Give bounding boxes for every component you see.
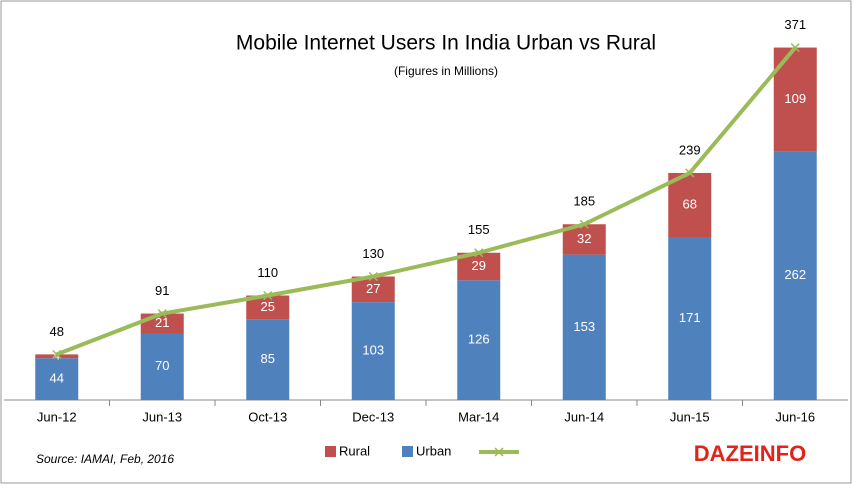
- total-label: 91: [155, 283, 169, 298]
- line-marker: [157, 309, 167, 319]
- x-tick-label: Jun-15: [670, 409, 710, 424]
- total-label: 371: [784, 17, 806, 32]
- total-label: 239: [679, 142, 701, 157]
- value-label: 109: [784, 91, 806, 106]
- total-label: 155: [468, 222, 490, 237]
- line-marker: [790, 43, 800, 53]
- line-marker: [52, 349, 62, 359]
- value-label: 85: [261, 351, 275, 366]
- value-label: 68: [683, 197, 697, 212]
- x-tick-label: Jun-12: [37, 409, 77, 424]
- x-tick-label: Oct-13: [248, 409, 287, 424]
- line-marker: [368, 271, 378, 282]
- x-tick-label: Dec-13: [352, 409, 394, 424]
- legend-swatch: [325, 446, 336, 457]
- value-label: 70: [155, 358, 169, 373]
- line-marker: [685, 168, 695, 178]
- value-label: 29: [472, 258, 486, 273]
- bar-segment: [35, 354, 79, 359]
- bar-segment: [668, 237, 712, 400]
- total-label: 48: [50, 324, 64, 339]
- x-tick-label: Jun-14: [564, 409, 604, 424]
- chart-title: Mobile Internet Users In India Urban vs …: [236, 32, 656, 55]
- chart-subtitle: (Figures in Millions): [394, 64, 498, 78]
- bar-segment: [246, 295, 290, 320]
- value-label: 126: [468, 332, 490, 347]
- bar-segment: [457, 280, 501, 400]
- value-label: 27: [366, 281, 380, 296]
- value-label: 103: [362, 343, 384, 358]
- bar-segment: [562, 254, 606, 400]
- value-label: 171: [679, 310, 701, 325]
- bar-segment: [773, 151, 817, 400]
- source-note: Source: IAMAI, Feb, 2016: [36, 452, 174, 466]
- legend-label: Urban: [416, 443, 451, 458]
- bar-segment: [35, 358, 79, 400]
- legend-swatch: [402, 446, 413, 457]
- bar-segment: [351, 302, 395, 400]
- value-label: 25: [261, 299, 275, 314]
- value-label: 21: [155, 315, 169, 330]
- value-label: 44: [50, 371, 64, 386]
- bar-segment: [246, 319, 290, 400]
- total-label: 130: [362, 246, 384, 261]
- total-line: [56, 46, 797, 357]
- value-label: 262: [784, 267, 806, 282]
- watermark: DAZEINFO: [694, 441, 806, 466]
- line-marker: [579, 219, 589, 229]
- bar-segment: [668, 172, 712, 238]
- line-marker: [263, 290, 273, 301]
- line-marker: [474, 248, 484, 258]
- legend-label: Rural: [339, 443, 370, 458]
- legend-marker: [494, 447, 504, 457]
- value-label: 153: [573, 319, 595, 334]
- bar-segment: [140, 333, 184, 400]
- x-tick-label: Mar-14: [458, 409, 499, 424]
- x-tick-label: Jun-16: [775, 409, 815, 424]
- total-label: 185: [573, 194, 595, 209]
- x-tick-label: Jun-13: [142, 409, 182, 424]
- value-label: 32: [577, 231, 591, 246]
- total-label: 110: [257, 265, 278, 280]
